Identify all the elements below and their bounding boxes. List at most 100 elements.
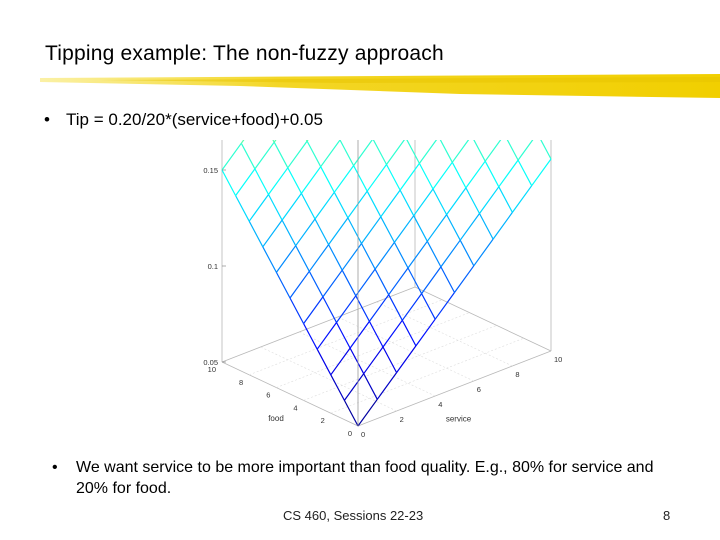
surface-mesh-line: [303, 296, 324, 324]
surface-mesh-line: [314, 218, 330, 245]
surface-mesh-line: [353, 165, 368, 192]
surface-mesh-line: [333, 192, 349, 219]
surface-mesh-line: [451, 162, 467, 189]
surface-mesh-line: [240, 140, 245, 144]
axis-box-edge: [221, 361, 359, 427]
surface-mesh-line: [281, 219, 297, 246]
surface-mesh-line: [330, 347, 351, 376]
surface-mesh-line: [349, 321, 370, 349]
surface-mesh-line: [268, 167, 289, 195]
surface-mesh-line: [434, 292, 455, 320]
formula-bullet: • Tip = 0.20/20*(service+food)+0.05: [44, 110, 323, 130]
surface-mesh-line: [339, 140, 355, 166]
surface-mesh-line: [418, 140, 438, 164]
surface-mesh-line: [322, 269, 343, 298]
service-axis-label: service: [446, 415, 472, 424]
surface-mesh-line: [349, 347, 365, 374]
title-underline-brush: [40, 74, 720, 98]
floor-grid-line: [249, 299, 443, 376]
surface-mesh-line: [347, 190, 368, 219]
footer-text: CS 460, Sessions 22-23: [283, 508, 424, 523]
surface-mesh-line: [306, 140, 322, 167]
surface-mesh-line: [372, 140, 388, 165]
surface-mesh-line: [262, 246, 277, 273]
surface-mesh-line: [303, 323, 318, 350]
floor-grid-line: [276, 312, 470, 388]
surface-mesh-line: [235, 195, 250, 222]
surface-mesh-line: [484, 140, 502, 162]
surface-mesh-line: [320, 140, 341, 168]
bullet-dot: •: [44, 110, 50, 129]
surface-mesh-line: [366, 164, 387, 192]
surface-mesh-line: [347, 217, 363, 244]
surface-mesh-line: [363, 373, 378, 400]
surface-mesh-line: [248, 220, 264, 248]
surface-mesh-line: [421, 266, 442, 294]
surface-mesh-line: [374, 268, 390, 295]
surface-mesh-line: [418, 163, 434, 190]
surface-mesh-line: [406, 140, 420, 164]
surface-mesh-line: [343, 373, 365, 401]
surface-mesh-line: [465, 160, 486, 189]
surface-mesh-line: [399, 163, 420, 191]
surface-mesh-line: [478, 213, 494, 240]
surface-mesh-line: [492, 212, 513, 240]
surface-mesh-line: [517, 159, 533, 186]
floor-grid-line: [330, 337, 524, 414]
surface-mesh-line: [289, 297, 305, 324]
surface-mesh-line: [275, 272, 291, 299]
surface-mesh-line: [413, 215, 428, 242]
floor-grid-line: [337, 316, 474, 382]
food-tick-label: 4: [293, 403, 297, 412]
surface-mesh-line: [235, 168, 256, 196]
surface-mesh-line: [399, 189, 415, 216]
surface-mesh-line: [240, 143, 256, 170]
surface-mesh-line: [393, 242, 409, 269]
surface-mesh-line: [308, 271, 324, 298]
note-text: We want service to be more important tha…: [76, 459, 654, 497]
surface-mesh-line: [473, 140, 486, 162]
surface-mesh-line: [330, 374, 345, 401]
surface-mesh-line: [386, 140, 405, 165]
surface-mesh-line: [446, 187, 467, 215]
surface-mesh-line: [272, 140, 275, 143]
surface-mesh-line: [314, 191, 335, 220]
food-tick-label: 0: [348, 429, 352, 438]
surface-mesh-line: [254, 141, 275, 170]
surface-mesh-line: [393, 215, 415, 243]
surface-mesh-line: [439, 140, 453, 163]
surface-mesh-line: [459, 239, 475, 267]
surface-mesh-line: [540, 140, 552, 160]
service-tick-label: 0: [361, 430, 365, 439]
service-tick-label: 2: [400, 415, 404, 424]
surface-mesh-line: [343, 400, 359, 427]
surface-mesh-line: [353, 140, 373, 166]
surface-mesh-line: [473, 238, 494, 267]
surface-mesh-line: [273, 141, 289, 169]
surface-mesh-line: [465, 187, 481, 214]
surface-mesh-line: [267, 194, 283, 221]
surface-mesh-line: [360, 243, 376, 270]
surface-mesh-line: [328, 217, 349, 245]
service-tick-label: 8: [515, 370, 519, 379]
z-tick-label: 0.05: [203, 358, 218, 367]
axis-box-edge: [221, 286, 416, 363]
surface-mesh-line: [531, 158, 552, 187]
surface-mesh-line: [320, 166, 335, 193]
surface-mesh-line: [382, 319, 403, 348]
food-tick-label: 2: [321, 416, 325, 425]
food-tick-label: 8: [239, 378, 243, 387]
surface-mesh-line: [388, 267, 409, 296]
z-tick-label: 0.1: [208, 262, 218, 271]
surface-mesh-line: [316, 322, 337, 350]
axis-box-edge: [414, 286, 552, 352]
page-number: 8: [663, 508, 671, 523]
surface-mesh-line: [382, 346, 398, 373]
surface-mesh-line: [287, 140, 308, 169]
surface-mesh-line: [451, 140, 470, 163]
surface-mesh-line: [273, 140, 277, 143]
surface-mesh-line: [440, 266, 456, 293]
surface-mesh-line: [380, 216, 395, 243]
surface-mesh-line: [308, 244, 330, 272]
surface-mesh-line: [316, 348, 332, 376]
